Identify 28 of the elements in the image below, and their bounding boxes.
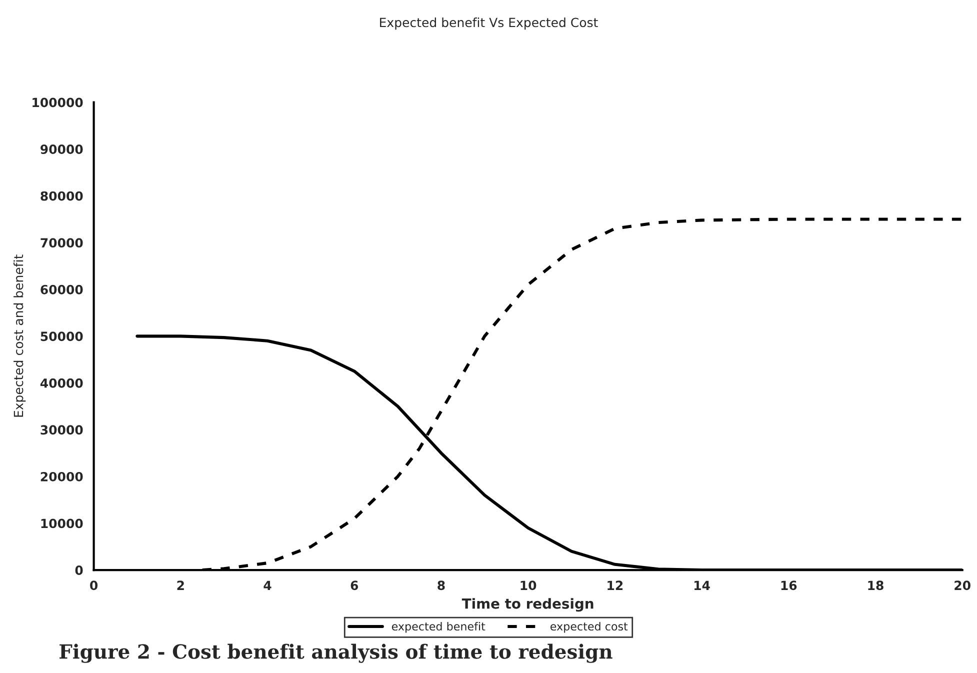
x-tick-label: 2 [177,580,184,590]
y-tick-label: 40000 [40,378,83,388]
x-tick-label: 10 [520,580,536,590]
x-tick-label: 4 [264,580,272,590]
chart-title: Expected benefit Vs Expected Cost [380,18,598,30]
y-tick-label: 70000 [40,238,83,248]
x-tick-label: 8 [438,580,445,590]
legend-label: expected benefit [392,622,486,633]
y-tick-label: 60000 [40,284,83,294]
x-tick-label: 20 [954,580,970,590]
y-tick-label: 50000 [40,332,83,342]
caption: Figure 2 - Cost benefit analysis of time to redesign [60,644,612,663]
y-tick-label: 20000 [40,472,83,482]
x-tick-label: 12 [608,580,623,590]
x-tick-label: 16 [781,580,797,590]
y-tick-label: 80000 [40,191,83,201]
y-axis-title: Expected cost and benefit [14,254,26,417]
x-tick-label: 0 [90,580,98,590]
x-axis-title: Time to redesign [462,598,594,612]
y-tick-label: 90000 [40,144,83,154]
y-tick-label: 0 [75,566,83,575]
x-tick-label: 14 [694,580,710,590]
y-tick-label: 10000 [41,518,83,528]
y-tick-label: 100000 [32,98,83,108]
y-tick-label: 30000 [40,425,83,435]
x-tick-label: 6 [350,580,358,590]
legend-label: expected cost [550,622,628,633]
x-tick-label: 18 [868,580,884,590]
